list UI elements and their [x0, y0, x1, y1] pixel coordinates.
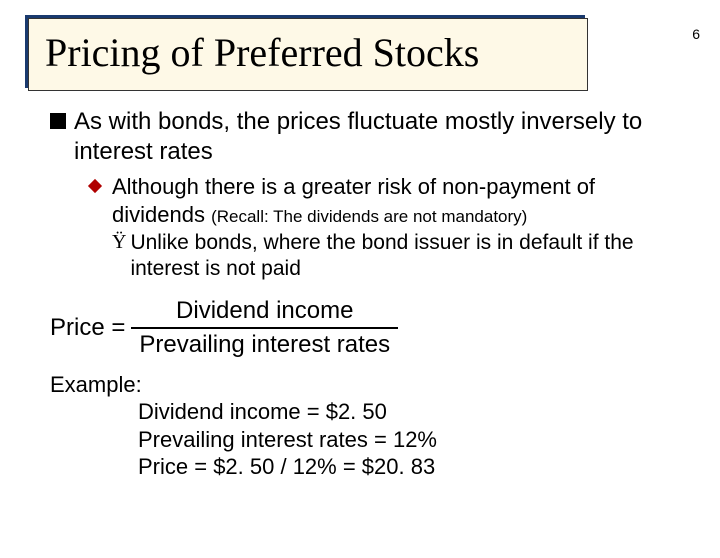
- bullet-level-3: Ÿ Unlike bonds, where the bond issuer is…: [112, 230, 680, 283]
- bullet-level-1: As with bonds, the prices fluctuate most…: [50, 107, 680, 167]
- slide-title-box: Pricing of Preferred Stocks: [28, 18, 588, 91]
- formula-label: Price =: [50, 314, 125, 342]
- example-line-2: Prevailing interest rates = 12%: [138, 426, 720, 454]
- diamond-bullet-icon: [88, 179, 102, 193]
- y-bullet-icon: Ÿ: [112, 231, 126, 254]
- example-line-1: Dividend income = $2. 50: [138, 398, 720, 426]
- formula-denominator: Prevailing interest rates: [131, 329, 398, 359]
- example-block: Example: Dividend income = $2. 50 Prevai…: [50, 371, 720, 481]
- bullet-level-3-text: Unlike bonds, where the bond issuer is i…: [130, 230, 680, 283]
- square-bullet-icon: [50, 113, 66, 129]
- l2-recall-text: (Recall: The dividends are not mandatory…: [211, 207, 527, 226]
- bullet-level-1-text: As with bonds, the prices fluctuate most…: [74, 107, 680, 167]
- formula-fraction: Dividend income Prevailing interest rate…: [131, 297, 398, 359]
- price-formula: Price = Dividend income Prevailing inter…: [50, 297, 720, 359]
- page-number: 6: [692, 26, 700, 42]
- bullet-level-2: Although there is a greater risk of non-…: [90, 173, 680, 228]
- slide-body: As with bonds, the prices fluctuate most…: [50, 107, 680, 283]
- example-line-3: Price = $2. 50 / 12% = $20. 83: [138, 453, 720, 481]
- formula-numerator: Dividend income: [168, 297, 361, 327]
- example-heading: Example:: [50, 371, 720, 399]
- slide-title: Pricing of Preferred Stocks: [45, 29, 571, 76]
- bullet-level-2-text: Although there is a greater risk of non-…: [112, 173, 680, 228]
